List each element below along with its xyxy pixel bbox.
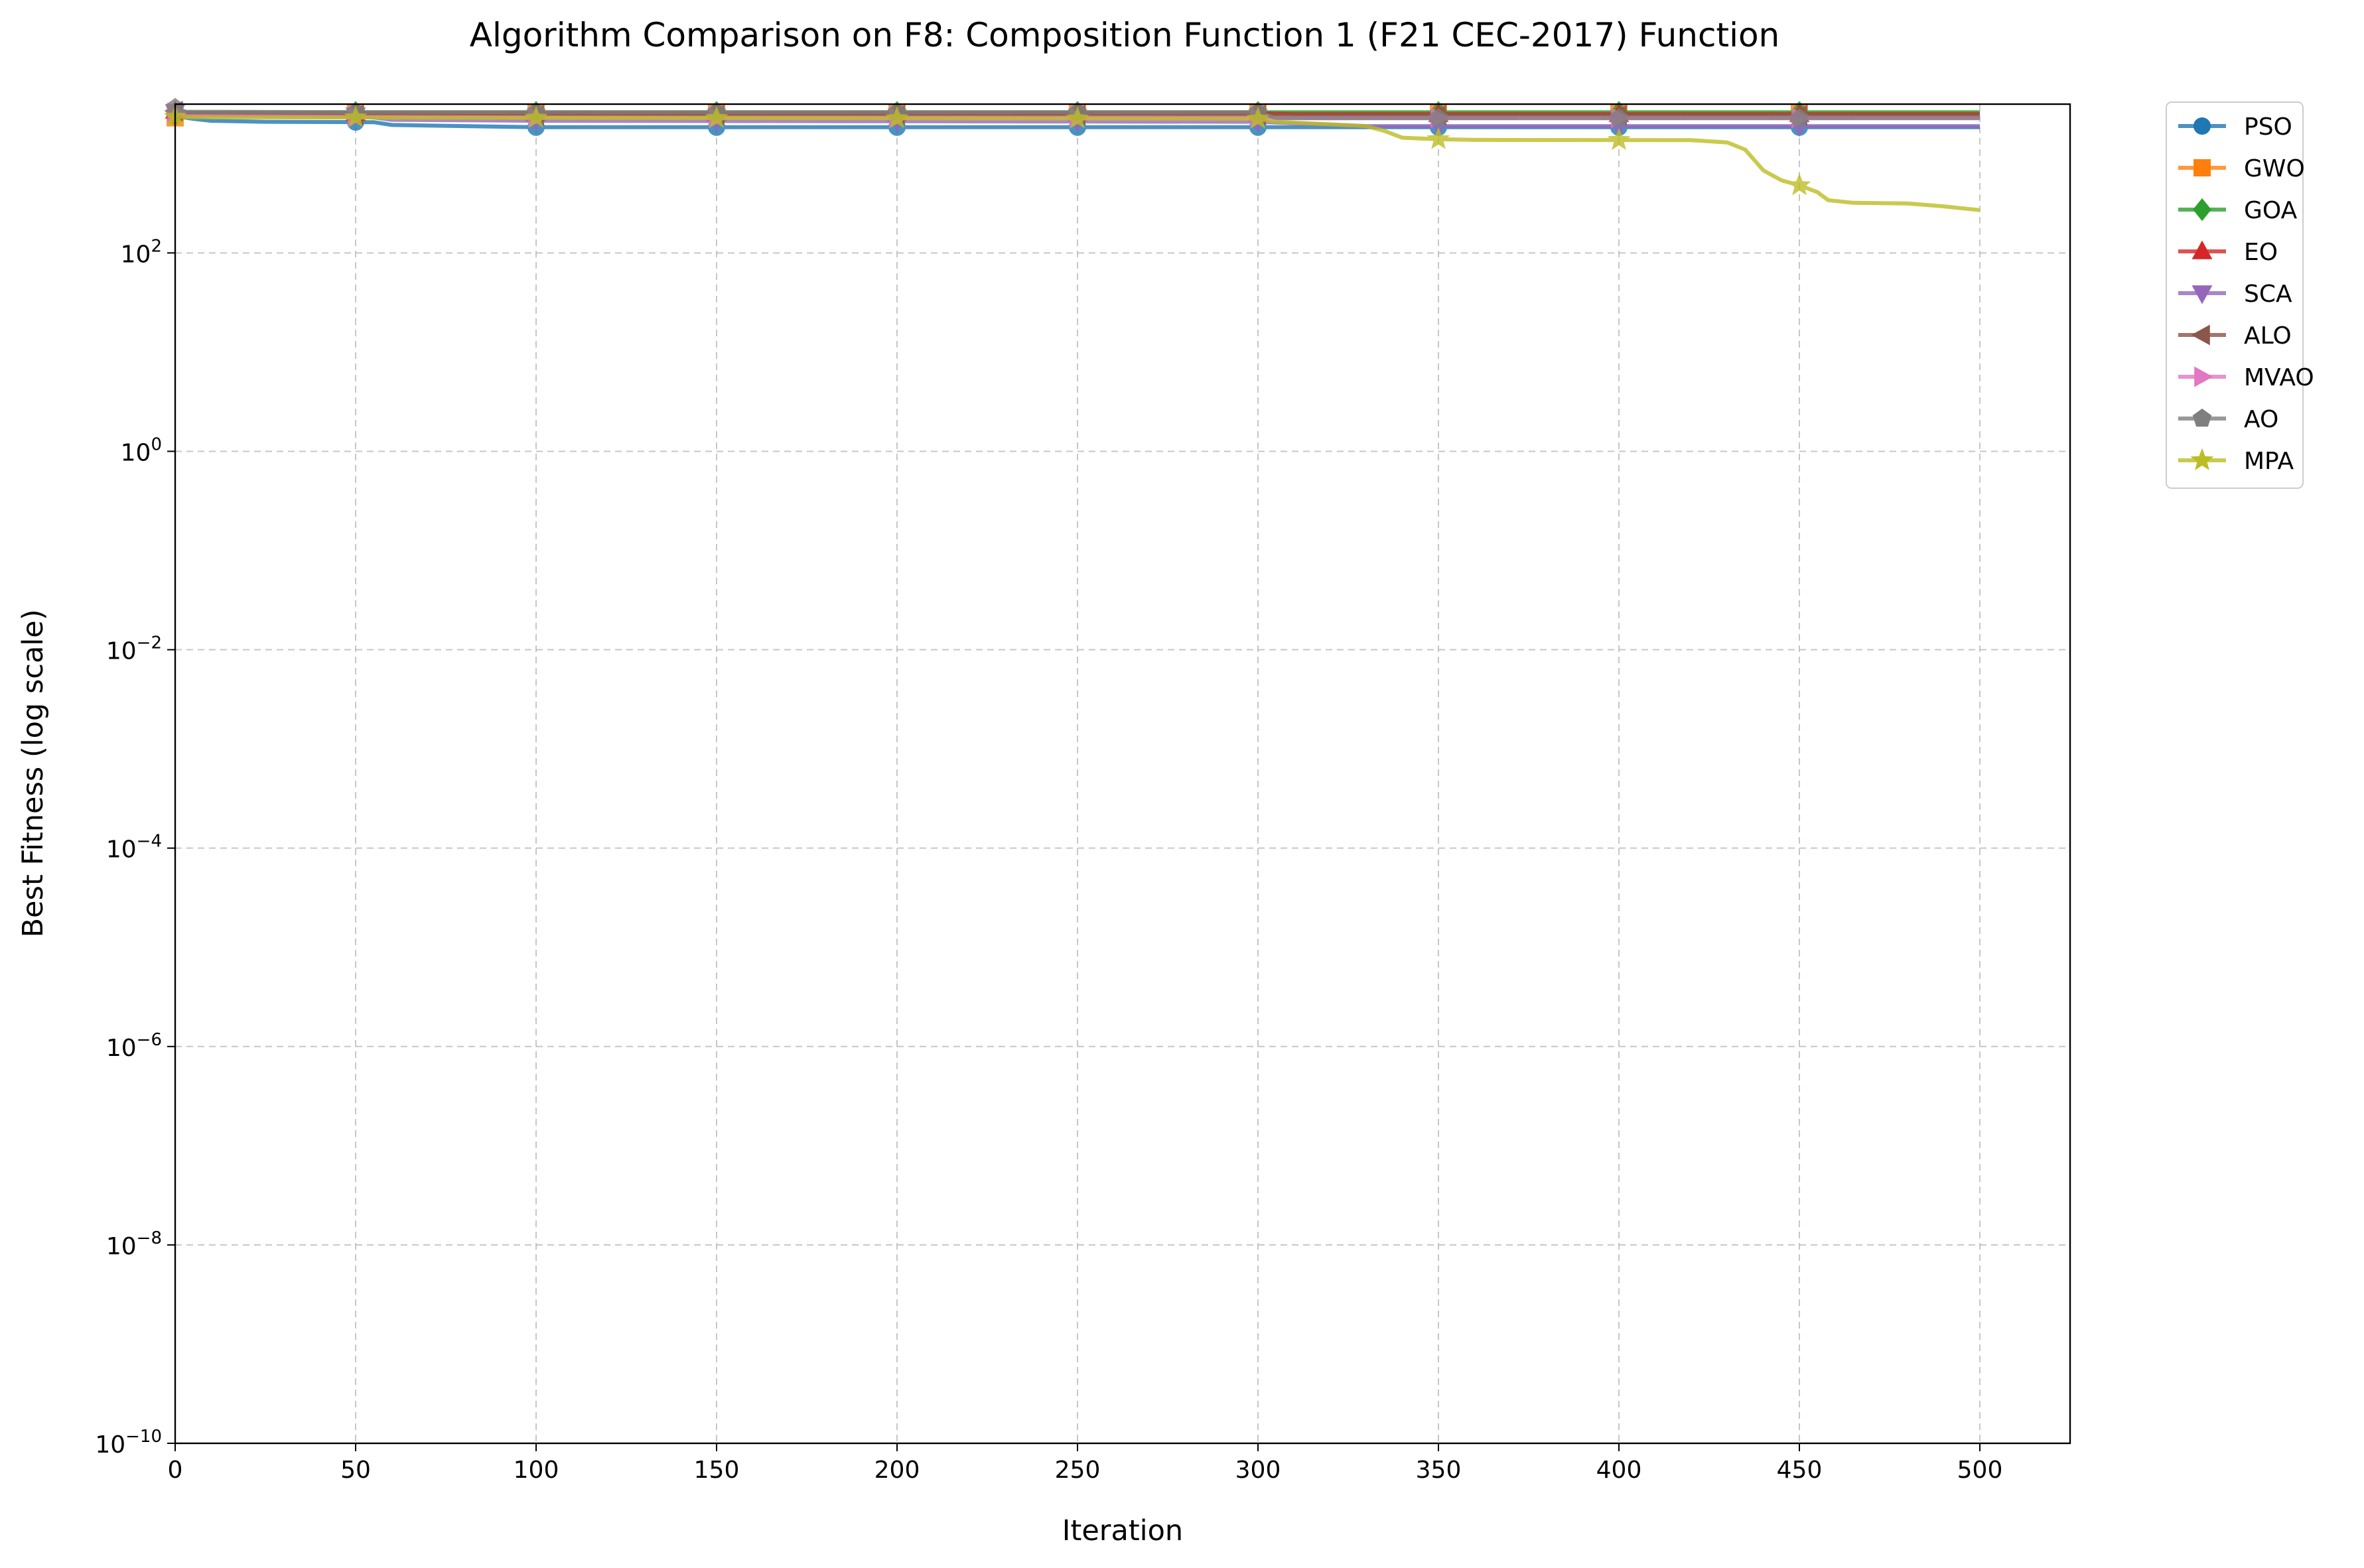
legend-entry-mvao: MVAO <box>2178 364 2314 391</box>
legend-marker <box>2191 240 2213 259</box>
series-marker-mpa <box>1066 106 1089 129</box>
legend-marker <box>2192 408 2212 427</box>
legend-entry-alo: ALO <box>2178 322 2292 350</box>
legend-entry-mpa: MPA <box>2178 448 2294 475</box>
legend-entry-goa: GOA <box>2178 197 2298 224</box>
x-tick-label: 450 <box>1777 1457 1823 1484</box>
x-tick-label: 350 <box>1416 1457 1462 1484</box>
plot-frame <box>174 103 2071 1445</box>
series-layer <box>163 98 1981 212</box>
legend-label: ALO <box>2244 322 2292 350</box>
series-marker-mpa <box>1607 127 1631 151</box>
series-marker-ao <box>1609 108 1629 127</box>
y-tick-label: 10−4 <box>106 832 162 864</box>
series-line-mpa <box>174 115 1981 212</box>
x-tick-label: 500 <box>1957 1457 2003 1484</box>
series-marker-mpa <box>1246 106 1270 129</box>
legend-entry-eo: EO <box>2178 239 2278 266</box>
y-tick-label: 10−6 <box>106 1030 162 1062</box>
legend-label: EO <box>2244 239 2278 266</box>
series-marker-mpa <box>344 105 368 127</box>
y-tick-label-base: 10 <box>95 1431 125 1459</box>
legend-label: PSO <box>2244 113 2292 141</box>
y-tick-label-base: 10 <box>121 241 151 268</box>
y-tick-label-exponent: −8 <box>137 1228 162 1248</box>
legend-label: SCA <box>2244 281 2292 308</box>
legend: PSO GWO GOA EO SCA ALO MVAO AO MPA <box>2166 101 2314 489</box>
y-tick-label-base: 10 <box>106 1035 137 1062</box>
x-tick-label: 50 <box>340 1457 371 1484</box>
legend-marker <box>2193 117 2211 135</box>
x-tick-label: 400 <box>1596 1457 1642 1484</box>
series-marker-mpa <box>885 105 909 129</box>
legend-entry-gwo: GWO <box>2178 155 2305 182</box>
legend-entry-ao: AO <box>2178 406 2278 433</box>
plot-area: 0 50 100 150 200 250 300 350 400 450 500 10−1010−8… <box>95 98 2071 1484</box>
legend-label: GOA <box>2244 197 2298 224</box>
legend-marker <box>2191 285 2213 304</box>
legend-label: MPA <box>2244 448 2294 475</box>
legend-label: GWO <box>2244 155 2305 182</box>
series-line-pso <box>174 113 1980 129</box>
y-tick-label: 10−10 <box>95 1427 162 1459</box>
legend-marker <box>2193 198 2211 222</box>
x-tick-label: 0 <box>168 1457 183 1484</box>
series-mpa <box>163 104 1981 212</box>
y-tick-label-base: 10 <box>121 439 151 466</box>
series-marker-mpa <box>1787 172 1811 196</box>
y-tick-label-exponent: −6 <box>137 1030 162 1050</box>
y-tick-label-exponent: −10 <box>125 1427 162 1447</box>
y-tick-label-base: 10 <box>106 836 137 864</box>
y-axis-label: Best Fitness (log scale) <box>17 609 50 937</box>
y-tick-label-exponent: 0 <box>151 434 162 454</box>
series-marker-mpa <box>705 105 729 129</box>
x-axis-label: Iteration <box>1062 1514 1183 1547</box>
chart-title: Algorithm Comparison on F8: Composition … <box>470 16 1780 54</box>
y-tick-label: 102 <box>121 236 162 268</box>
legend-entry-sca: SCA <box>2178 281 2292 308</box>
y-tick-label-exponent: −4 <box>137 832 162 852</box>
legend-marker <box>2193 159 2211 176</box>
y-tick-label: 100 <box>121 434 162 466</box>
series-marker-ao <box>1789 108 1809 127</box>
legend-marker <box>2191 324 2210 346</box>
x-tick-label: 250 <box>1055 1457 1101 1484</box>
y-tick-label-exponent: 2 <box>151 236 162 256</box>
series-line-ao <box>174 105 1980 121</box>
y-tick-label-exponent: −2 <box>137 633 162 653</box>
legend-frame <box>2166 101 2304 489</box>
series-marker-ao <box>1428 108 1448 127</box>
y-tick-label: 10−2 <box>106 633 162 665</box>
series-marker-mpa <box>1426 127 1450 149</box>
legend-marker <box>2194 366 2213 387</box>
y-tick-label-base: 10 <box>106 638 137 665</box>
series-marker-mpa <box>524 105 548 128</box>
legend-entry-pso: PSO <box>2178 113 2292 141</box>
legend-marker <box>2190 448 2214 470</box>
legend-label: AO <box>2244 406 2278 433</box>
x-tick-label: 100 <box>514 1457 559 1484</box>
y-tick-label: 10−8 <box>106 1228 162 1260</box>
x-axis: 0 50 100 150 200 250 300 350 400 450 500 <box>168 1443 2003 1484</box>
x-tick-label: 200 <box>874 1457 920 1484</box>
x-tick-label: 300 <box>1235 1457 1281 1484</box>
plot-background <box>175 104 2070 1443</box>
x-tick-label: 150 <box>694 1457 740 1484</box>
y-tick-label-base: 10 <box>106 1233 137 1260</box>
legend-label: MVAO <box>2244 364 2314 391</box>
